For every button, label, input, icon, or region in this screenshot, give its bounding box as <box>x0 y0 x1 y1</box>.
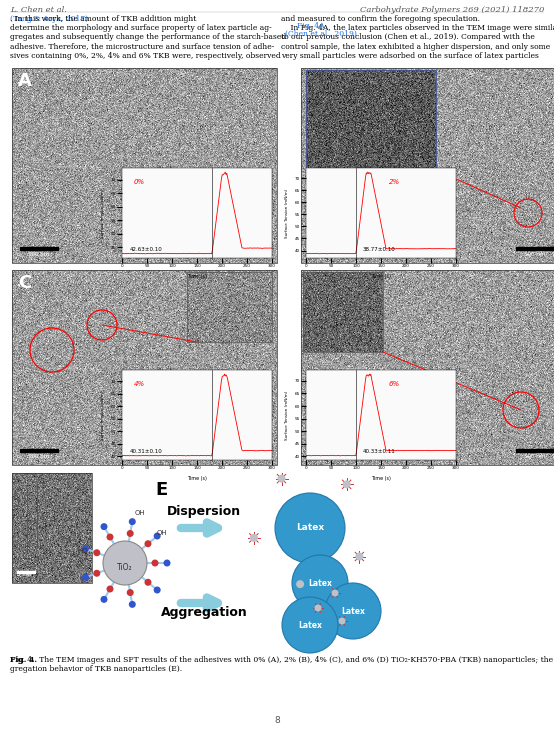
Text: and measured to confirm the foregoing speculation.
    In Fig. 4A, the latex par: and measured to confirm the foregoing sp… <box>281 15 554 60</box>
Circle shape <box>93 570 100 577</box>
Bar <box>301 270 554 465</box>
Circle shape <box>106 534 114 540</box>
X-axis label: Time (s): Time (s) <box>187 476 207 480</box>
Text: Aggregation: Aggregation <box>161 606 248 619</box>
Bar <box>301 68 554 263</box>
Text: 2%: 2% <box>388 179 399 185</box>
Text: Fig. 4.  The TEM images and SFT results of the adhesives with 0% (A), 2% (B), 4%: Fig. 4. The TEM images and SFT results o… <box>10 656 554 673</box>
Text: 500 nm: 500 nm <box>28 252 50 257</box>
Text: OH: OH <box>157 530 168 536</box>
Circle shape <box>100 523 107 530</box>
Bar <box>187 272 272 342</box>
Text: 40.31±0.10: 40.31±0.10 <box>130 449 162 454</box>
Text: 6%: 6% <box>388 382 399 387</box>
Text: HO: HO <box>77 548 88 554</box>
X-axis label: Time (s): Time (s) <box>371 476 391 480</box>
Circle shape <box>355 553 363 560</box>
Text: OH: OH <box>135 510 146 516</box>
Text: (Chen et al., 2019): (Chen et al., 2019) <box>285 30 357 38</box>
Text: 38.77±0.10: 38.77±0.10 <box>363 246 396 252</box>
Text: . In this work, the amount of TKB addition might
determine the morphology and su: . In this work, the amount of TKB additi… <box>10 15 286 60</box>
Circle shape <box>278 475 285 483</box>
Y-axis label: Surface Tension (mN/m): Surface Tension (mN/m) <box>101 390 105 440</box>
X-axis label: Time (s): Time (s) <box>187 274 207 279</box>
Bar <box>516 449 554 452</box>
Text: B: B <box>552 72 554 90</box>
Circle shape <box>250 534 258 542</box>
Circle shape <box>282 597 338 653</box>
Circle shape <box>127 589 134 596</box>
Text: L. Chen et al.: L. Chen et al. <box>10 6 67 14</box>
Text: Latex: Latex <box>296 523 324 533</box>
Circle shape <box>338 618 346 624</box>
Circle shape <box>82 545 89 552</box>
Text: (Tang & Arya, 2017): (Tang & Arya, 2017) <box>10 15 88 23</box>
Bar <box>12 473 92 583</box>
Circle shape <box>275 493 345 563</box>
Text: 42.63±0.10: 42.63±0.10 <box>130 246 162 252</box>
Circle shape <box>315 604 321 612</box>
Text: E: E <box>155 481 167 499</box>
Y-axis label: Surface Tension (mN/m): Surface Tension (mN/m) <box>101 188 105 238</box>
Text: Carbohydrate Polymers 269 (2021) 118270: Carbohydrate Polymers 269 (2021) 118270 <box>360 6 544 14</box>
Circle shape <box>100 596 107 603</box>
Circle shape <box>129 601 136 608</box>
Text: 500 nm: 500 nm <box>28 454 50 459</box>
Circle shape <box>103 541 147 585</box>
Bar <box>303 272 383 352</box>
Text: 5 nm: 5 nm <box>17 572 31 577</box>
Text: Latex: Latex <box>341 607 365 615</box>
Circle shape <box>296 580 304 588</box>
Text: D: D <box>552 274 554 292</box>
Circle shape <box>106 585 114 593</box>
Text: 8: 8 <box>274 716 280 725</box>
Text: Latex: Latex <box>308 579 332 587</box>
X-axis label: Time (s): Time (s) <box>371 274 391 279</box>
Bar <box>516 247 554 250</box>
Text: C: C <box>18 274 31 292</box>
Bar <box>306 70 436 170</box>
Bar <box>17 571 35 573</box>
Circle shape <box>325 583 381 639</box>
Circle shape <box>342 480 351 489</box>
Circle shape <box>292 555 348 611</box>
Circle shape <box>129 518 136 525</box>
Circle shape <box>145 540 151 547</box>
Circle shape <box>163 559 171 567</box>
Circle shape <box>145 579 151 586</box>
Circle shape <box>127 530 134 537</box>
Text: 4%: 4% <box>134 382 145 387</box>
Circle shape <box>331 590 338 596</box>
Text: Fig. 4A: Fig. 4A <box>297 22 325 30</box>
Text: 500 nm: 500 nm <box>525 252 546 257</box>
Circle shape <box>93 549 100 556</box>
Circle shape <box>153 587 161 593</box>
Circle shape <box>82 574 89 581</box>
Circle shape <box>153 533 161 539</box>
Bar <box>12 270 277 465</box>
Text: 500 nm: 500 nm <box>525 454 546 459</box>
Text: 40.33±0.11: 40.33±0.11 <box>363 449 396 454</box>
Bar <box>20 247 58 250</box>
Y-axis label: Surface Tension (mN/m): Surface Tension (mN/m) <box>285 390 289 440</box>
Text: Dispersion: Dispersion <box>167 505 241 518</box>
Text: Latex: Latex <box>298 621 322 630</box>
Text: A: A <box>18 72 32 90</box>
Y-axis label: Surface Tension (mN/m): Surface Tension (mN/m) <box>285 188 289 238</box>
Bar <box>12 68 277 263</box>
Text: TiO₂: TiO₂ <box>117 562 133 571</box>
Text: 0%: 0% <box>134 179 145 185</box>
Bar <box>20 449 58 452</box>
Circle shape <box>151 559 158 567</box>
Text: Fig. 4.: Fig. 4. <box>10 656 37 664</box>
